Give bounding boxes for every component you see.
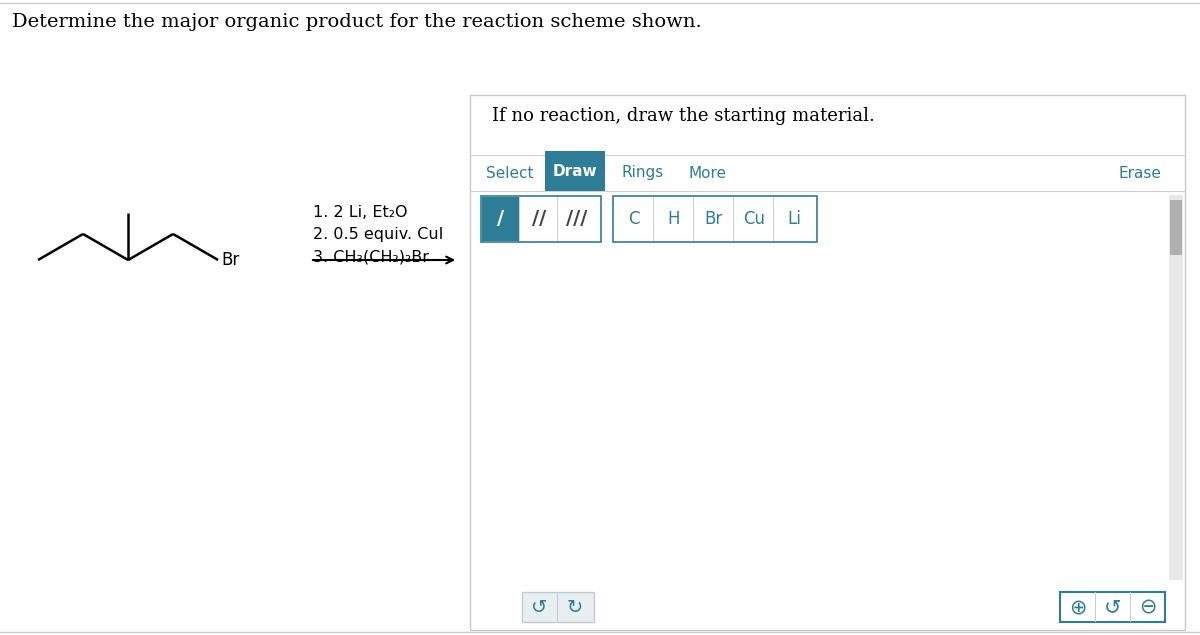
Text: More: More xyxy=(688,166,726,180)
Text: C: C xyxy=(629,210,640,228)
Text: 2. 0.5 equiv. CuI: 2. 0.5 equiv. CuI xyxy=(313,227,443,242)
Text: Erase: Erase xyxy=(1118,166,1162,180)
Text: ///: /// xyxy=(566,210,588,229)
Text: Draw: Draw xyxy=(553,163,598,178)
Text: 1. 2 Li, Et₂O: 1. 2 Li, Et₂O xyxy=(313,205,408,220)
Text: Determine the major organic product for the reaction scheme shown.: Determine the major organic product for … xyxy=(12,13,702,31)
Text: If no reaction, draw the starting material.: If no reaction, draw the starting materi… xyxy=(492,107,875,125)
Bar xyxy=(522,592,594,622)
Bar xyxy=(1060,592,1165,622)
Bar xyxy=(613,196,817,242)
Text: Cu: Cu xyxy=(743,210,766,228)
Bar xyxy=(482,197,520,241)
Text: Br: Br xyxy=(221,251,239,269)
Bar xyxy=(481,196,601,242)
Bar xyxy=(545,151,605,191)
Bar xyxy=(1170,200,1182,255)
Text: Br: Br xyxy=(704,210,724,228)
Text: Rings: Rings xyxy=(622,166,664,180)
Text: /: / xyxy=(498,210,504,229)
Text: //: // xyxy=(532,210,546,229)
Text: ↺: ↺ xyxy=(1104,597,1121,617)
Bar xyxy=(470,95,1186,630)
Text: Select: Select xyxy=(486,166,534,180)
Text: ↺: ↺ xyxy=(530,598,547,617)
Bar xyxy=(1169,195,1183,580)
Text: Li: Li xyxy=(787,210,800,228)
Text: ↻: ↻ xyxy=(566,598,583,617)
Text: ⊕: ⊕ xyxy=(1069,597,1086,617)
Text: ⊖: ⊖ xyxy=(1139,597,1157,617)
Text: H: H xyxy=(667,210,680,228)
Text: 3. CH₃(CH₂)₂Br: 3. CH₃(CH₂)₂Br xyxy=(313,249,430,264)
